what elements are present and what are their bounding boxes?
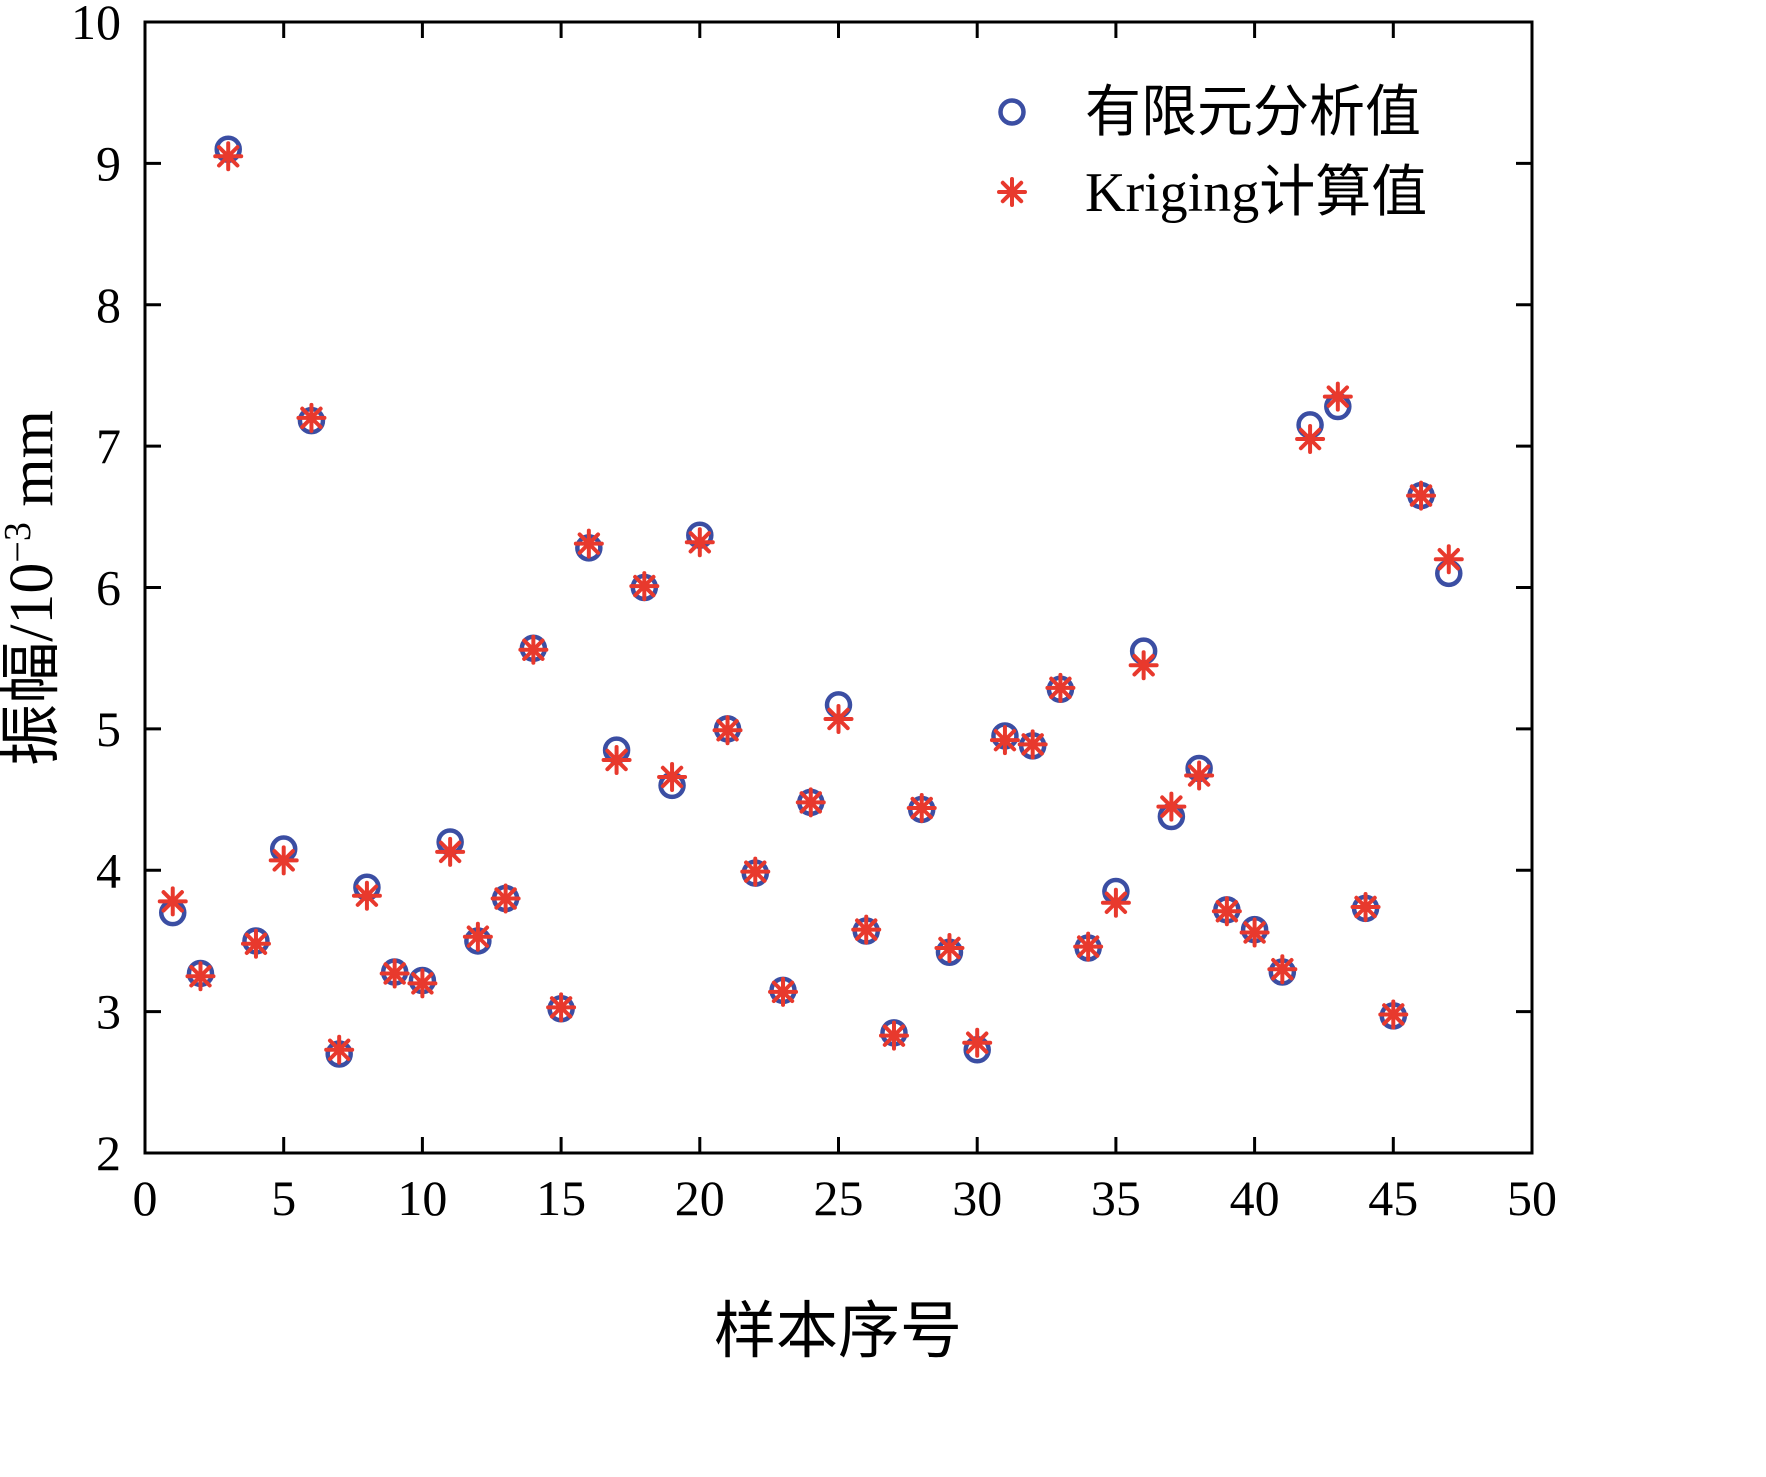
- point-kriging: [1184, 760, 1215, 791]
- point-kriging: [1211, 896, 1242, 927]
- point-kriging: [296, 402, 327, 433]
- y-tick-label: 3: [96, 984, 121, 1040]
- point-kriging: [490, 883, 521, 914]
- point-kriging: [1378, 999, 1409, 1030]
- x-tick-label: 35: [1091, 1170, 1141, 1226]
- point-kriging: [712, 715, 743, 746]
- point-kriging: [1433, 544, 1464, 575]
- point-kriging: [629, 571, 660, 602]
- point-kriging: [934, 933, 965, 964]
- legend-label-fea: 有限元分析值: [1085, 82, 1421, 144]
- y-tick-label: 2: [96, 1125, 121, 1181]
- point-kriging: [435, 836, 466, 867]
- point-kriging: [962, 1027, 993, 1058]
- y-tick-label: 6: [96, 560, 121, 616]
- x-tick-label: 5: [271, 1170, 296, 1226]
- point-kriging: [1267, 954, 1298, 985]
- point-kriging: [1239, 917, 1270, 948]
- y-axis-label: 振幅/10−3 mm: [0, 410, 66, 766]
- point-kriging: [906, 793, 937, 824]
- y-tick-label: 4: [96, 842, 121, 898]
- point-kriging: [268, 845, 299, 876]
- x-tick-label: 45: [1368, 1170, 1418, 1226]
- data-points: [157, 135, 1464, 1068]
- y-label-unit: mm: [0, 410, 66, 522]
- point-kriging: [213, 141, 244, 172]
- point-kriging: [878, 1020, 909, 1051]
- y-tick-label: 5: [96, 701, 121, 757]
- y-tick-label: 10: [71, 0, 121, 50]
- point-kriging: [657, 761, 688, 792]
- y-tick-label: 8: [96, 277, 121, 333]
- point-kriging: [462, 921, 493, 952]
- y-tick-label: 9: [96, 135, 121, 191]
- point-kriging: [1073, 931, 1104, 962]
- point-kriging: [1045, 672, 1076, 703]
- point-kriging: [240, 928, 271, 959]
- point-kriging: [740, 856, 771, 887]
- point-kriging: [989, 725, 1020, 756]
- legend-circle-icon: [998, 98, 1026, 126]
- point-kriging: [573, 528, 604, 559]
- point-kriging: [518, 634, 549, 665]
- y-label-exponent: −3: [0, 522, 39, 562]
- point-kriging: [1350, 892, 1381, 923]
- point-kriging: [851, 914, 882, 945]
- point-kriging: [157, 886, 188, 917]
- x-axis-label: 样本序号: [714, 1298, 962, 1366]
- point-kriging: [1322, 381, 1353, 412]
- legend-asterisk-icon: [997, 177, 1027, 207]
- point-kriging: [768, 976, 799, 1007]
- point-kriging: [1406, 480, 1437, 511]
- y-tick-label: 7: [96, 418, 121, 474]
- point-kriging: [684, 527, 715, 558]
- point-kriging: [407, 968, 438, 999]
- point-kriging: [1156, 791, 1187, 822]
- x-tick-label: 10: [397, 1170, 447, 1226]
- point-kriging: [324, 1034, 355, 1065]
- point-kriging: [546, 992, 577, 1023]
- x-tick-label: 0: [133, 1170, 158, 1226]
- point-kriging: [795, 787, 826, 818]
- y-label-base: 振幅/10: [0, 563, 66, 766]
- x-tick-label: 40: [1230, 1170, 1280, 1226]
- point-kriging: [1017, 729, 1048, 760]
- point-kriging: [351, 880, 382, 911]
- legend-label-kriging: Kriging计算值: [1085, 162, 1427, 224]
- x-tick-label: 15: [536, 1170, 586, 1226]
- legend: 有限元分析值 Kriging计算值: [997, 82, 1427, 224]
- point-kriging: [1295, 424, 1326, 455]
- point-kriging: [379, 958, 410, 989]
- point-kriging: [601, 744, 632, 775]
- point-kriging: [1128, 650, 1159, 681]
- x-tick-label: 20: [675, 1170, 725, 1226]
- x-tick-label: 30: [952, 1170, 1002, 1226]
- x-tick-label: 25: [814, 1170, 864, 1226]
- x-tick-label: 50: [1507, 1170, 1557, 1226]
- point-kriging: [1100, 887, 1131, 918]
- point-kriging: [185, 961, 216, 992]
- point-kriging: [823, 703, 854, 734]
